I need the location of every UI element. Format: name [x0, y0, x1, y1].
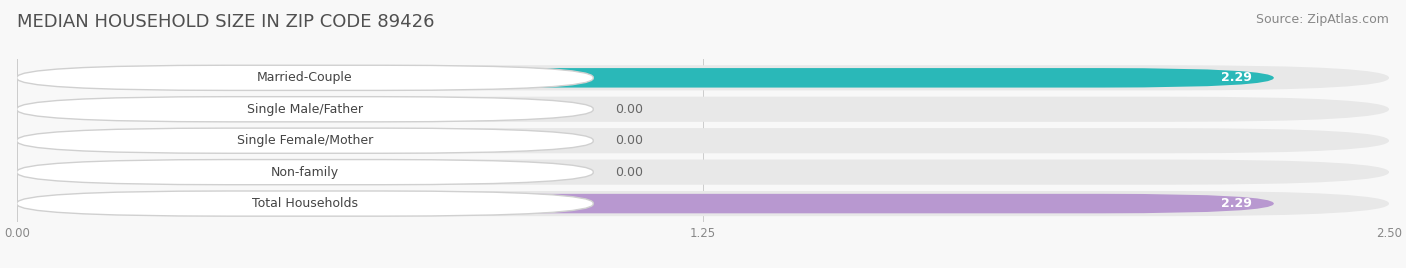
FancyBboxPatch shape: [17, 131, 443, 150]
FancyBboxPatch shape: [17, 68, 1274, 88]
Text: 0.00: 0.00: [616, 134, 643, 147]
FancyBboxPatch shape: [17, 191, 1389, 216]
FancyBboxPatch shape: [17, 194, 1274, 213]
FancyBboxPatch shape: [17, 97, 593, 122]
FancyBboxPatch shape: [17, 159, 593, 185]
Text: Total Households: Total Households: [252, 197, 359, 210]
Text: 2.29: 2.29: [1220, 71, 1251, 84]
FancyBboxPatch shape: [17, 99, 443, 119]
Text: Source: ZipAtlas.com: Source: ZipAtlas.com: [1256, 13, 1389, 27]
Text: MEDIAN HOUSEHOLD SIZE IN ZIP CODE 89426: MEDIAN HOUSEHOLD SIZE IN ZIP CODE 89426: [17, 13, 434, 31]
Text: 0.00: 0.00: [616, 166, 643, 179]
FancyBboxPatch shape: [17, 191, 593, 216]
Text: 0.00: 0.00: [616, 103, 643, 116]
FancyBboxPatch shape: [17, 162, 443, 182]
Text: 2.29: 2.29: [1220, 197, 1251, 210]
FancyBboxPatch shape: [17, 159, 1389, 185]
FancyBboxPatch shape: [17, 65, 593, 90]
FancyBboxPatch shape: [17, 97, 1389, 122]
Text: Single Male/Father: Single Male/Father: [247, 103, 363, 116]
Text: Single Female/Mother: Single Female/Mother: [238, 134, 373, 147]
FancyBboxPatch shape: [17, 65, 1389, 90]
FancyBboxPatch shape: [17, 128, 593, 153]
Text: Married-Couple: Married-Couple: [257, 71, 353, 84]
Text: Non-family: Non-family: [271, 166, 339, 179]
FancyBboxPatch shape: [17, 128, 1389, 153]
